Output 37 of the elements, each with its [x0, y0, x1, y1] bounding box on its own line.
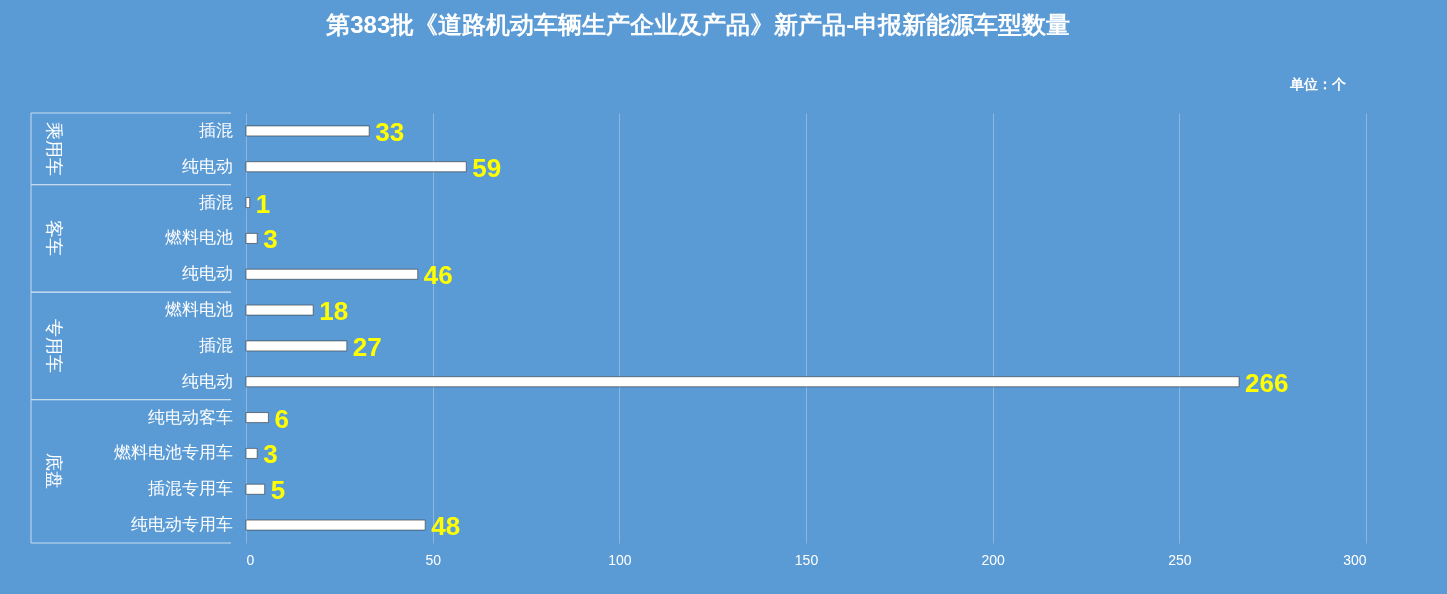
data-label: 3 [263, 439, 278, 470]
text: 专用车 [44, 318, 64, 373]
text: 客车 [44, 220, 64, 257]
data-label: 59 [472, 152, 502, 183]
data-label: 46 [423, 260, 453, 291]
data-label: 5 [270, 475, 286, 506]
x-tick-label: 150 [794, 551, 819, 568]
x-tick-label: 200 [981, 551, 1006, 568]
x-tick-label: 250 [1168, 551, 1192, 568]
data-label: 1 [255, 188, 271, 219]
y-tick-label: 纯电动专用车 [130, 515, 233, 535]
data-label: 266 [1245, 367, 1289, 398]
x-tick-label: 50 [425, 551, 442, 568]
y-tick-label: 纯电动 [181, 156, 233, 176]
text: 乘用车 [44, 121, 64, 176]
data-label: 3 [263, 224, 278, 255]
y-tick-label: 燃料电池专用车 [113, 443, 233, 463]
x-tick-label: 100 [608, 551, 632, 568]
y-tick-label: 插混 [198, 120, 233, 140]
data-label: 48 [431, 511, 461, 542]
y-tick-label: 插混专用车 [147, 479, 233, 499]
y-tick-label: 燃料电池 [164, 300, 233, 320]
y-tick-label: 纯电动 [181, 371, 233, 391]
y-tick-label: 插混 [198, 335, 233, 355]
y-tick-label: 插混 [198, 192, 233, 212]
chart-title: 第383批《道路机动车辆生产企业及产品》新产品-申报新能源车型数量 [325, 11, 1071, 38]
text: 底盘 [44, 453, 64, 490]
y-tick-label: 纯电动客车 [147, 407, 233, 427]
text: 单位：个 [1289, 76, 1347, 92]
x-tick-label: 0 [246, 551, 255, 568]
data-label: 6 [274, 403, 289, 434]
data-label: 18 [319, 296, 349, 327]
y-tick-label: 燃料电池 [164, 228, 233, 248]
data-label: 33 [375, 116, 405, 147]
y-tick-label: 纯电动 [181, 264, 233, 284]
x-tick-label: 300 [1343, 551, 1367, 568]
data-label: 27 [352, 331, 382, 362]
